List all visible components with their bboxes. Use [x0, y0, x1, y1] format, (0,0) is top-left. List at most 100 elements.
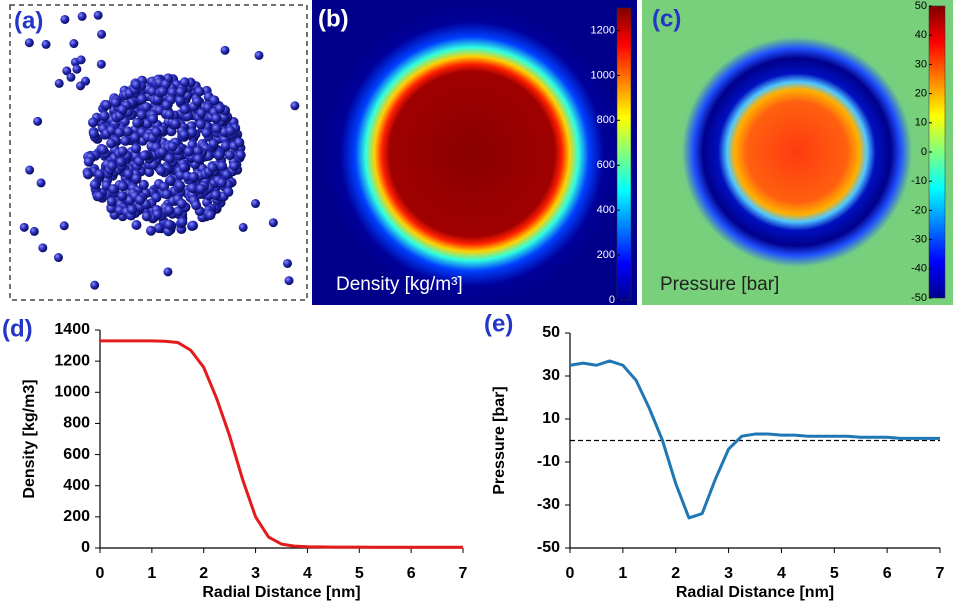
particle	[188, 171, 199, 182]
y-axis-label: Pressure [bar]	[491, 386, 508, 495]
particle	[33, 116, 43, 126]
y-tick-label: 0	[81, 539, 90, 556]
particle	[196, 183, 207, 194]
particle	[161, 189, 172, 200]
particle	[24, 38, 34, 48]
particle	[83, 169, 94, 180]
y-tick-label: -30	[537, 496, 560, 513]
particle	[101, 99, 112, 110]
particle	[174, 180, 185, 191]
particle	[131, 219, 142, 230]
y-tick-label: 50	[542, 324, 560, 341]
particle	[108, 184, 119, 195]
colorbar-tick-label: 20	[915, 88, 927, 100]
particle	[193, 153, 204, 164]
particle	[170, 118, 181, 129]
particle	[156, 165, 167, 176]
particle	[164, 219, 175, 230]
particle	[201, 127, 212, 138]
y-tick-label: -50	[537, 539, 560, 556]
particle	[87, 117, 98, 128]
y-tick-label: 400	[63, 477, 90, 494]
particle	[178, 162, 189, 173]
particle	[117, 191, 128, 202]
x-tick-label: 5	[830, 565, 839, 582]
x-tick-label: 1	[618, 565, 627, 582]
colorbar-tick-label: 30	[915, 58, 927, 70]
particle	[41, 39, 51, 49]
particle	[94, 169, 105, 180]
particle	[196, 108, 207, 119]
particle	[59, 221, 69, 231]
particle	[122, 126, 133, 137]
particle	[106, 125, 117, 136]
particle	[192, 146, 203, 157]
particle	[110, 97, 121, 108]
y-tick-label: 30	[542, 367, 560, 384]
y-axis-label: Density [kg/m3]	[21, 379, 38, 498]
particle	[88, 128, 99, 139]
colorbar-tick-label: 50	[915, 0, 927, 12]
particle	[220, 140, 231, 151]
colorbar-tick-label: 200	[597, 249, 615, 261]
particle	[69, 39, 79, 49]
particle	[179, 77, 190, 88]
particle	[225, 125, 236, 136]
x-tick-label: 7	[459, 565, 468, 582]
particle	[194, 86, 205, 97]
panel-frame	[9, 4, 308, 301]
x-tick-label: 6	[883, 565, 892, 582]
particle	[167, 141, 178, 152]
x-tick-label: 6	[407, 565, 416, 582]
y-tick-label: 1400	[54, 321, 90, 338]
particle	[136, 109, 147, 120]
panel-label: (d)	[2, 315, 33, 342]
particle	[207, 162, 218, 173]
particle	[38, 243, 48, 253]
y-tick-label: -10	[537, 453, 560, 470]
particle	[106, 138, 117, 149]
particle	[54, 78, 64, 88]
colorbar-tick-label: 800	[597, 114, 615, 126]
particle	[251, 199, 261, 209]
x-tick-label: 2	[671, 565, 680, 582]
panel-label: (e)	[484, 310, 513, 337]
particle	[141, 211, 152, 222]
y-tick-label: 600	[63, 446, 90, 463]
particle	[148, 113, 159, 124]
colorbar-tick-label: 1200	[591, 24, 615, 36]
panel-label: (b)	[318, 5, 349, 32]
particle	[117, 146, 128, 157]
particle	[211, 123, 222, 134]
particle	[254, 50, 264, 60]
particle	[139, 150, 150, 161]
x-tick-label: 4	[777, 565, 786, 582]
particle	[131, 143, 142, 154]
particle-snapshot	[19, 10, 300, 290]
particle	[175, 95, 186, 106]
particle	[97, 29, 107, 39]
y-tick-label: 10	[542, 410, 560, 427]
colorbar-tick-label: 40	[915, 29, 927, 41]
particle	[83, 156, 94, 167]
data-line	[100, 339, 463, 549]
particle	[290, 101, 300, 111]
particle	[238, 222, 248, 232]
x-tick-label: 7	[936, 565, 945, 582]
particle	[195, 119, 206, 130]
data-line	[569, 359, 940, 520]
particle	[216, 177, 227, 188]
particle	[127, 204, 138, 215]
particle	[164, 153, 175, 164]
particle	[159, 181, 170, 192]
particle	[210, 190, 221, 201]
colorbar-tick-label: -40	[911, 263, 927, 275]
particle	[36, 178, 46, 188]
particle	[53, 253, 63, 263]
particle	[224, 150, 235, 161]
particle	[29, 226, 39, 236]
particle	[151, 126, 162, 137]
x-tick-label: 3	[251, 565, 260, 582]
